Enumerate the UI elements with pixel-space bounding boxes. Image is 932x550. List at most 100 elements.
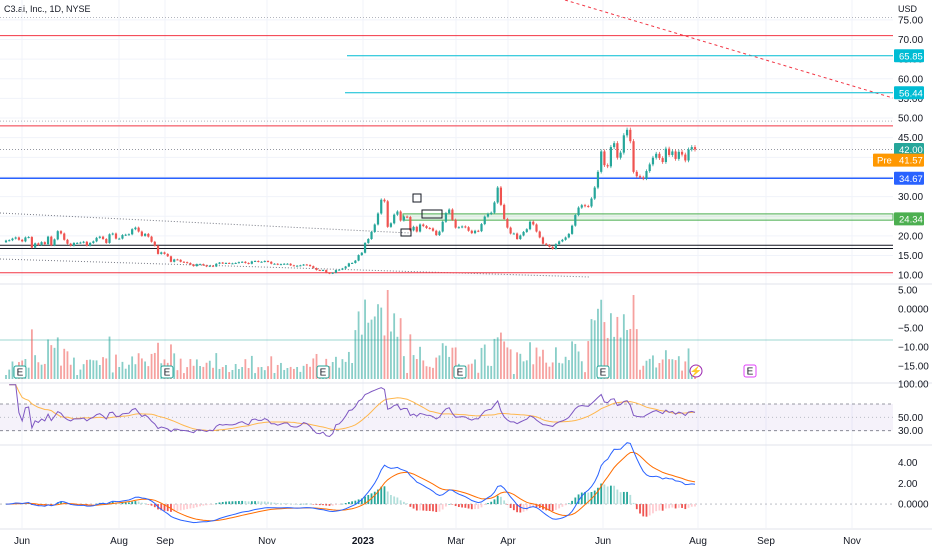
volume-bar	[27, 367, 30, 379]
candle-body	[528, 221, 532, 230]
volume-bar	[286, 368, 289, 379]
candle-body	[195, 264, 198, 267]
macd-histogram-bar	[632, 502, 635, 505]
time-axis-tick-label: Jun	[595, 536, 611, 547]
volume-bar	[454, 347, 457, 379]
macd-histogram-bar	[674, 504, 677, 509]
candle-body	[137, 227, 140, 232]
volume-bar	[603, 322, 606, 379]
volume-bar	[496, 337, 499, 379]
candle-body	[40, 242, 43, 245]
volume-bar	[664, 350, 667, 379]
price-tag-label: 24.34	[899, 214, 923, 225]
macd-histogram-bar	[399, 500, 402, 505]
macd-histogram-bar	[609, 485, 612, 505]
macd-histogram-bar	[629, 494, 632, 505]
volume-bar	[124, 368, 127, 379]
candle-body	[266, 261, 270, 263]
volume-bar	[561, 363, 564, 379]
macd-histogram-bar	[60, 501, 62, 505]
candle-body	[334, 270, 338, 273]
price-axis-tick-label: 60.00	[898, 74, 923, 85]
candle-body	[34, 243, 37, 248]
macd-histogram-bar	[664, 504, 667, 509]
macd-histogram-bar	[425, 504, 428, 511]
candle-body	[638, 176, 642, 178]
macd-histogram-bar	[402, 501, 405, 505]
volume-bar	[422, 360, 425, 379]
candle-body	[21, 239, 24, 242]
time-axis-tick-label: Apr	[500, 536, 516, 547]
candle-body	[496, 187, 499, 203]
candle-body	[684, 154, 687, 161]
candle-body	[464, 226, 467, 228]
candle-body	[143, 233, 147, 236]
macd-histogram-bar	[241, 500, 244, 505]
volume-bar	[263, 370, 266, 379]
candle-body	[283, 263, 286, 265]
volume-bar	[629, 328, 632, 379]
time-axis-tick-label: Nov	[843, 536, 861, 547]
candle-body	[577, 207, 580, 216]
candle-body	[583, 205, 587, 207]
macd-histogram-bar	[247, 501, 250, 505]
pre-market-tag	[873, 153, 924, 167]
macd-histogram-bar	[645, 504, 648, 517]
candle-body	[160, 252, 163, 254]
candle-body	[642, 177, 645, 179]
volume-bar	[655, 367, 658, 379]
macd-histogram-bar	[163, 504, 166, 511]
macd-histogram-bar	[286, 503, 289, 505]
candle-body	[276, 263, 279, 265]
volume-bar	[179, 358, 182, 379]
macd-histogram-bar	[254, 501, 256, 505]
candles-group	[4, 127, 697, 275]
candle-body	[538, 231, 541, 238]
macd-histogram-bar	[445, 504, 447, 507]
candle-body	[545, 243, 548, 245]
macd-histogram-bar	[545, 504, 548, 511]
volume-bar	[30, 329, 33, 379]
lightning-event-icon	[689, 364, 703, 378]
volume-bar	[564, 356, 567, 379]
macd-histogram-bar	[467, 504, 470, 509]
macd-histogram-bar	[500, 496, 502, 505]
macd-histogram-bar	[487, 503, 489, 505]
volume-bar	[600, 299, 603, 379]
currency-label[interactable]: USD	[898, 4, 918, 14]
volume-bar	[238, 369, 240, 379]
candle-body	[412, 226, 415, 231]
volume-bar	[354, 330, 357, 379]
volume-bar	[302, 365, 305, 379]
candle-body	[451, 209, 454, 220]
macd-axis-tick-label: 2.00	[898, 479, 918, 490]
macd-histogram-bar	[21, 503, 24, 505]
macd-histogram-bar	[383, 486, 386, 505]
volume-bar	[218, 368, 221, 379]
macd-histogram-bar	[134, 501, 137, 505]
volume-bar	[186, 367, 189, 379]
volume-bar	[506, 347, 509, 379]
candle-body	[425, 226, 428, 229]
macd-histogram-bar	[176, 504, 179, 511]
macd-histogram-bar	[205, 504, 208, 506]
volume-bar	[445, 345, 447, 379]
last-price-label: 42.00	[899, 145, 923, 156]
volume-axis-tick-label: −10.00	[898, 343, 929, 354]
volume-bar	[199, 366, 201, 379]
macd-histogram-bar	[128, 502, 130, 505]
volume-bar	[131, 356, 134, 379]
candle-body	[606, 165, 609, 167]
volume-bar	[108, 336, 111, 379]
symbol-title[interactable]: C3.ai, Inc., 1D, NYSE	[4, 4, 91, 14]
volume-bar	[386, 290, 389, 379]
candle-body	[532, 221, 535, 225]
time-axis-tick-label: Aug	[110, 536, 128, 547]
macd-histogram-bar	[195, 504, 198, 508]
macd-histogram-bar	[639, 504, 641, 514]
volume-bar	[299, 371, 302, 379]
volume-bar	[415, 359, 418, 379]
earnings-marker-icon	[13, 365, 27, 379]
candle-body	[393, 214, 396, 224]
